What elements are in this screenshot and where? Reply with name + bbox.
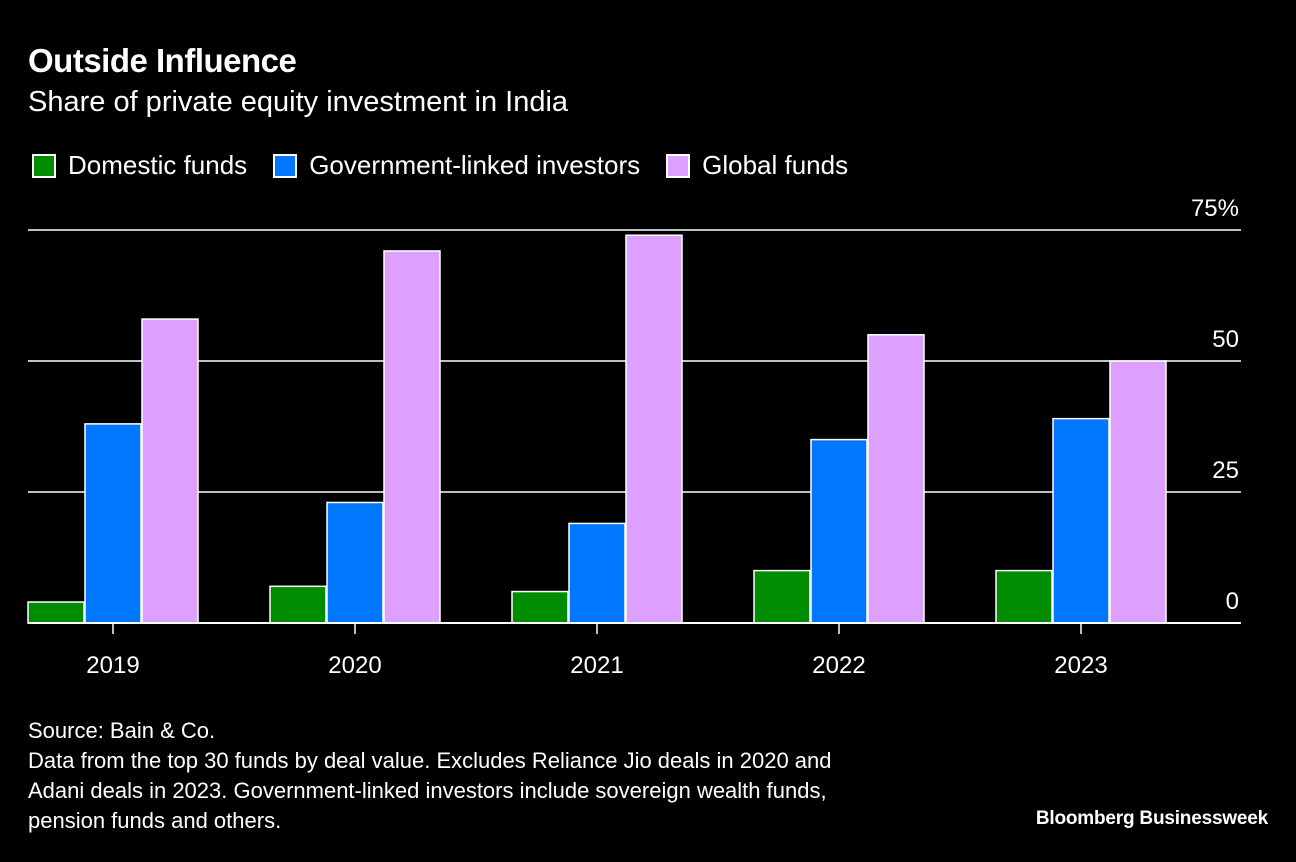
bar-2023-domestic-funds — [995, 569, 1053, 624]
chart-subtitle: Share of private equity investment in In… — [28, 86, 569, 118]
footnote-line-1: Data from the top 30 funds by deal value… — [28, 748, 832, 773]
chart-title: Outside Influence — [28, 42, 297, 79]
bar-2020-government-linked-investors — [326, 501, 384, 624]
footer: Source: Bain & Co. Data from the top 30 … — [28, 716, 832, 836]
y-tick-label: 25 — [1212, 457, 1239, 484]
bar-2021-government-linked-investors — [568, 522, 626, 624]
x-tick-label: 2021 — [570, 652, 623, 679]
legend-label-government: Government-linked investors — [309, 150, 641, 180]
footnote-line-3: pension funds and others. — [28, 808, 282, 833]
x-tick-label: 2020 — [328, 652, 381, 679]
legend: Domestic funds Government-linked investo… — [32, 150, 874, 181]
footnote-line-2: Adani deals in 2023. Government-linked i… — [28, 778, 827, 803]
bar-2023-government-linked-investors — [1052, 417, 1110, 624]
x-tick-label: 2023 — [1054, 652, 1107, 679]
legend-label-global: Global funds — [702, 150, 849, 180]
y-tick-label: 50 — [1212, 326, 1239, 353]
tick-labels: 0 25 50 75% 2019 2020 2021 2022 2023 — [86, 195, 1239, 679]
bar-2021-domestic-funds — [511, 590, 569, 624]
bar-2023-global-funds — [1109, 360, 1167, 624]
bar-2019-domestic-funds — [27, 601, 85, 624]
legend-item-government: Government-linked investors — [273, 150, 640, 181]
bar-2020-global-funds — [383, 250, 441, 624]
legend-swatch-government — [273, 153, 298, 178]
legend-item-global: Global funds — [666, 150, 848, 181]
y-tick-label: 75% — [1191, 195, 1239, 222]
x-axis — [28, 622, 1241, 634]
x-tick-label: 2019 — [86, 652, 139, 679]
source-note: Source: Bain & Co. — [28, 718, 216, 743]
bar-2019-government-linked-investors — [84, 423, 142, 624]
x-tick-label: 2022 — [812, 652, 865, 679]
bar-2020-domestic-funds — [269, 585, 327, 624]
legend-swatch-domestic — [32, 153, 56, 178]
bar-2022-global-funds — [867, 334, 925, 624]
brand-logo: Bloomberg Businessweek — [1035, 808, 1268, 829]
bars — [27, 234, 1167, 624]
bar-2021-global-funds — [625, 234, 683, 624]
y-tick-label: 0 — [1226, 588, 1239, 615]
legend-item-domestic: Domestic funds — [32, 150, 247, 181]
bar-2019-global-funds — [141, 318, 199, 624]
bar-2022-government-linked-investors — [810, 438, 868, 624]
bar-2022-domestic-funds — [753, 569, 811, 624]
legend-swatch-global — [666, 153, 691, 178]
legend-label-domestic: Domestic funds — [68, 150, 248, 180]
